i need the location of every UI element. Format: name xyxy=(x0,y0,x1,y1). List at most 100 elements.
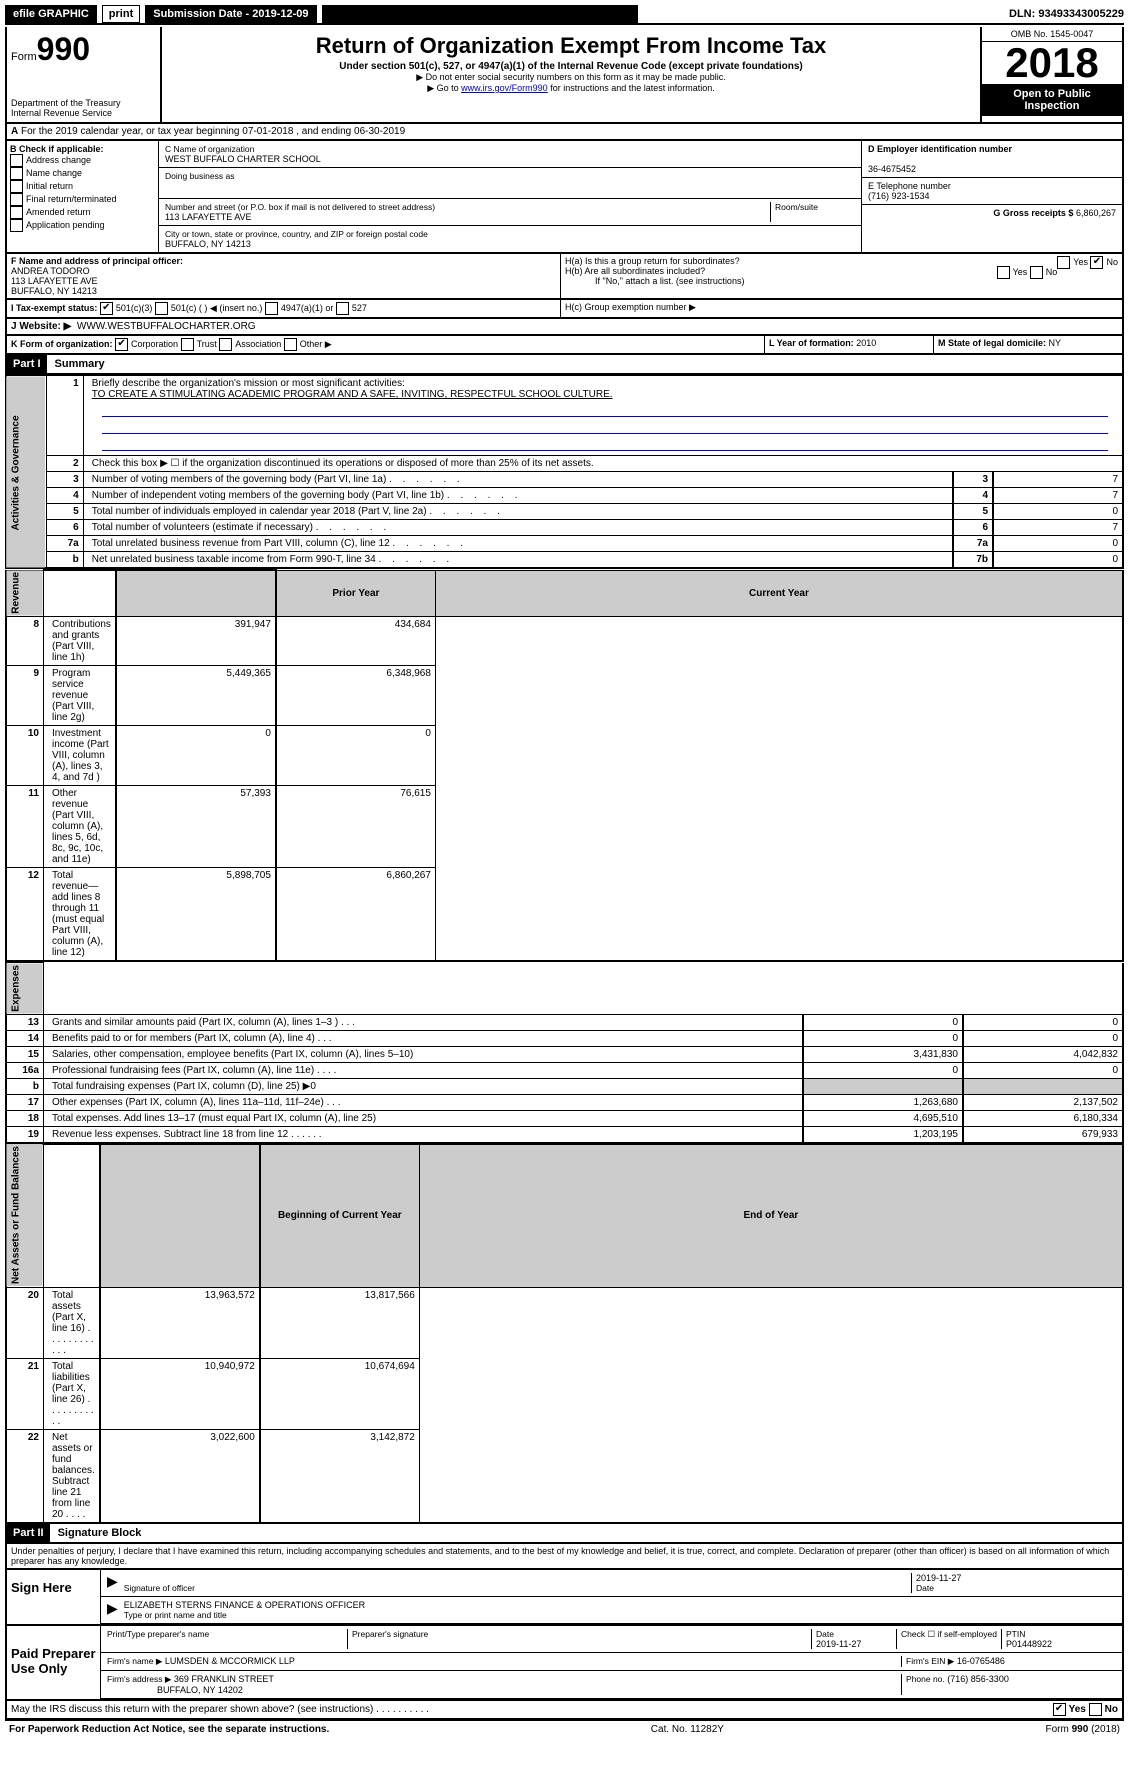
addr-label: Number and street (or P.O. box if mail i… xyxy=(165,202,435,212)
opt-amended: Amended return xyxy=(26,207,91,217)
print-btn[interactable]: print xyxy=(102,5,140,23)
vlabel-net: Net Assets or Fund Balances xyxy=(6,1144,44,1287)
irs-link[interactable]: www.irs.gov/Form990 xyxy=(461,83,548,93)
col-end: End of Year xyxy=(419,1144,1123,1287)
chk-501c[interactable] xyxy=(155,302,168,315)
chk-amended[interactable] xyxy=(10,206,23,219)
efile-btn[interactable]: efile GRAPHIC xyxy=(5,5,97,23)
top-bar: efile GRAPHIC print Submission Date - 20… xyxy=(5,5,1124,25)
line3 xyxy=(102,436,1108,451)
chk-hb-yes[interactable] xyxy=(997,266,1010,279)
dln: DLN: 93493343005229 xyxy=(1009,8,1124,20)
chk-501c3[interactable] xyxy=(100,302,113,315)
state-domicile: NY xyxy=(1049,338,1062,348)
arrow-icon: ▶ xyxy=(107,1573,118,1593)
hc-label: H(c) Group exemption number ▶ xyxy=(565,302,696,312)
blank-bar xyxy=(322,5,638,23)
g-label: G Gross receipts $ xyxy=(993,208,1073,218)
col-current: Current Year xyxy=(435,570,1123,617)
chk-final[interactable] xyxy=(10,193,23,206)
submission-date: Submission Date - 2019-12-09 xyxy=(145,5,316,23)
officer-print-name: ELIZABETH STERNS FINANCE & OPERATIONS OF… xyxy=(124,1600,365,1610)
firm-ein: 16-0765486 xyxy=(957,1656,1005,1666)
chk-hb-no[interactable] xyxy=(1030,266,1043,279)
phone: (716) 923-1534 xyxy=(868,191,930,201)
officer-name: ANDREA TODORO xyxy=(11,266,90,276)
chk-trust[interactable] xyxy=(181,338,194,351)
opt-initial: Initial return xyxy=(26,181,73,191)
pra: For Paperwork Reduction Act Notice, see … xyxy=(9,1724,329,1735)
row-klm: K Form of organization: Corporation Trus… xyxy=(5,336,1124,355)
opt-501c3: 501(c)(3) xyxy=(116,303,153,313)
firm-addr-label: Firm's address ▶ xyxy=(107,1674,171,1684)
vlabel-exp: Expenses xyxy=(6,963,44,1015)
part2-title: Signature Block xyxy=(50,1524,150,1542)
chk-ha-no[interactable] xyxy=(1090,256,1103,269)
sign-block: Sign Here ▶Signature of officer2019-11-2… xyxy=(5,1570,1124,1626)
chk-corp[interactable] xyxy=(115,338,128,351)
sign-here-label: Sign Here xyxy=(7,1570,101,1624)
vlabel-gov: Activities & Governance xyxy=(6,376,46,569)
h5: PTIN xyxy=(1006,1629,1025,1639)
d-label: D Employer identification number xyxy=(868,144,1012,154)
b-label: B Check if applicable: xyxy=(10,144,104,154)
h3: Date xyxy=(816,1629,834,1639)
dba-label: Doing business as xyxy=(165,171,234,181)
chk-name[interactable] xyxy=(10,167,23,180)
discuss-text: May the IRS discuss this return with the… xyxy=(11,1704,429,1715)
chk-ha-yes[interactable] xyxy=(1057,256,1070,269)
i-label: I Tax-exempt status: xyxy=(11,303,97,313)
mission: TO CREATE A STIMULATING ACADEMIC PROGRAM… xyxy=(92,389,613,400)
c-name-label: C Name of organization xyxy=(165,144,254,154)
no2: No xyxy=(1046,267,1058,277)
form-title: Return of Organization Exempt From Incom… xyxy=(166,33,976,59)
ptin: P01448922 xyxy=(1006,1639,1052,1649)
info-block: B Check if applicable: Address change Na… xyxy=(5,141,1124,254)
website: WWW.WESTBUFFALOCHARTER.ORG xyxy=(77,321,256,332)
chk-initial[interactable] xyxy=(10,180,23,193)
chk-discuss-no[interactable] xyxy=(1089,1703,1102,1716)
opt-final: Final return/terminated xyxy=(26,194,117,204)
chk-address[interactable] xyxy=(10,154,23,167)
row-f-h: F Name and address of principal officer:… xyxy=(5,254,1124,300)
sign-date: 2019-11-27 xyxy=(916,1573,961,1583)
summary-table: Activities & Governance 1 Briefly descri… xyxy=(5,375,1124,569)
row-i: I Tax-exempt status: 501(c)(3) 501(c) ( … xyxy=(5,300,1124,319)
dept: Department of the Treasury Internal Reve… xyxy=(11,98,156,118)
officer-city: BUFFALO, NY 14213 xyxy=(11,286,97,296)
col-prior: Prior Year xyxy=(276,570,436,617)
officer-addr: 113 LAFAYETTE AVE xyxy=(11,276,98,286)
q1: Briefly describe the organization's miss… xyxy=(92,378,405,389)
chk-other[interactable] xyxy=(284,338,297,351)
firm-addr1: 369 FRANKLIN STREET xyxy=(174,1674,274,1684)
street-addr: 113 LAFAYETTE AVE xyxy=(165,212,252,222)
prep-date: 2019-11-27 xyxy=(816,1639,861,1649)
chk-4947[interactable] xyxy=(265,302,278,315)
revenue-table: Revenue Prior Year Current Year 8Contrib… xyxy=(5,569,1124,962)
discuss-row: May the IRS discuss this return with the… xyxy=(5,1701,1124,1720)
part2-header: Part II Signature Block xyxy=(5,1524,1124,1544)
chk-assoc[interactable] xyxy=(219,338,232,351)
line1 xyxy=(102,402,1108,417)
chk-pending[interactable] xyxy=(10,219,23,232)
chk-discuss-yes[interactable] xyxy=(1053,1703,1066,1716)
opt-pending: Application pending xyxy=(26,220,105,230)
opt-4947: 4947(a)(1) or xyxy=(281,303,334,313)
footer: For Paperwork Reduction Act Notice, see … xyxy=(5,1720,1124,1738)
form-header: Form990 Department of the Treasury Inter… xyxy=(5,27,1124,124)
section-a: A For the 2019 calendar year, or tax yea… xyxy=(5,124,1124,141)
declaration: Under penalties of perjury, I declare th… xyxy=(5,1544,1124,1570)
part2-label: Part II xyxy=(7,1524,50,1542)
subtitle: Under section 501(c), 527, or 4947(a)(1)… xyxy=(166,61,976,72)
f-label: F Name and address of principal officer: xyxy=(11,256,183,266)
tax-period: For the 2019 calendar year, or tax year … xyxy=(21,126,405,137)
open-public: Open to Public Inspection xyxy=(982,84,1122,116)
chk-527[interactable] xyxy=(336,302,349,315)
opt-name: Name change xyxy=(26,168,82,178)
opt-other: Other ▶ xyxy=(300,339,332,349)
vlabel-rev: Revenue xyxy=(6,570,44,617)
paid-block: Paid Preparer Use Only Print/Type prepar… xyxy=(5,1626,1124,1701)
firm-phone: (716) 856-3300 xyxy=(947,1674,1009,1684)
part1-title: Summary xyxy=(47,355,113,373)
h2: Preparer's signature xyxy=(352,1629,428,1639)
